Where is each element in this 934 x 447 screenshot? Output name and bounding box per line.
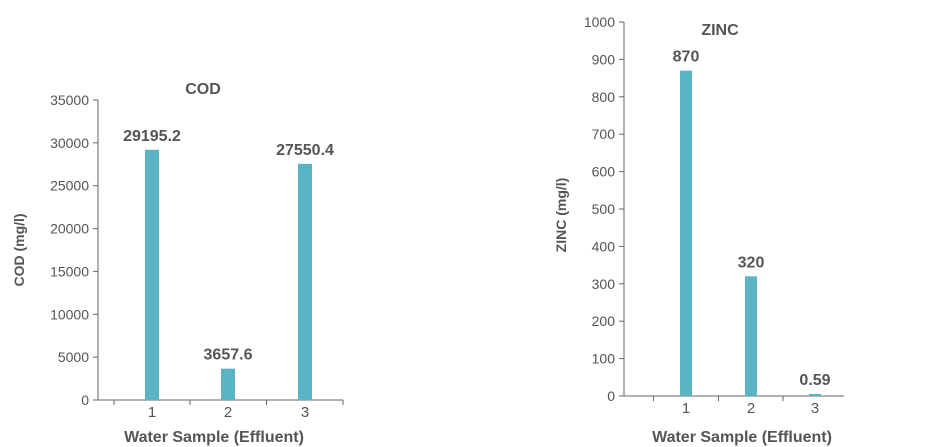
zinc-y-tick-label: 800	[592, 89, 616, 105]
cod-chart: 0 5000 10000 15000 20000 25000 30000 35000 1 2919…	[11, 81, 344, 446]
cod-data-label: 3657.6	[204, 347, 253, 364]
zinc-y-tick-label: 100	[592, 351, 616, 367]
cod-bar-1	[145, 149, 159, 400]
zinc-y-tick-label: 200	[592, 313, 616, 329]
cod-y-tick-label: 0	[81, 392, 89, 408]
zinc-y-tick-label: 700	[592, 126, 616, 142]
zinc-x-tick-label: 2	[747, 400, 755, 417]
zinc-bar-1	[680, 70, 692, 397]
cod-bar-3	[298, 163, 312, 400]
zinc-y-tick-label: 900	[592, 51, 616, 67]
cod-x-tick-label: 2	[224, 404, 232, 421]
cod-bar-2	[221, 368, 235, 400]
zinc-x-axis-label: Water Sample (Effluent)	[652, 429, 832, 446]
cod-y-axis-label: COD (mg/l)	[11, 213, 27, 286]
cod-y-tick-label: 10000	[50, 306, 89, 322]
cod-x-axis-label: Water Sample (Effluent)	[124, 429, 304, 446]
cod-data-label: 29195.2	[123, 128, 181, 145]
zinc-y-tick-label: 500	[592, 201, 616, 217]
zinc-y-tick-label: 600	[592, 164, 616, 180]
zinc-chart: 0 100 200 300 400 500 600 700 800 900 1000 1 870 2 320…	[553, 14, 844, 446]
cod-x-tick-label: 3	[301, 404, 309, 421]
cod-y-tick-label: 20000	[50, 221, 89, 237]
zinc-chart-title: ZINC	[701, 22, 739, 39]
zinc-y-tick-label: 0	[607, 388, 615, 404]
zinc-x-tick-label: 3	[811, 400, 819, 417]
cod-data-label: 27550.4	[276, 142, 334, 159]
zinc-x-tick-label: 1	[682, 400, 690, 417]
cod-y-tick-label: 35000	[50, 92, 89, 108]
zinc-y-tick-label: 300	[592, 276, 616, 292]
cod-x-tick-label: 1	[148, 404, 156, 421]
zinc-y-tick-label: 400	[592, 238, 616, 254]
zinc-bar-2	[745, 276, 757, 396]
cod-y-tick-label: 15000	[50, 263, 89, 279]
zinc-y-tick-label: 1000	[584, 14, 615, 30]
cod-y-tick-label: 25000	[50, 178, 89, 194]
zinc-y-axis-label: ZINC (mg/l)	[553, 178, 569, 253]
cod-y-tick-label: 5000	[58, 349, 89, 365]
cod-y-tick-label: 30000	[50, 135, 89, 151]
cod-chart-title: COD	[185, 81, 221, 98]
zinc-data-label: 320	[738, 254, 765, 271]
zinc-data-label: 0.59	[799, 372, 830, 389]
zinc-data-label: 870	[673, 49, 700, 66]
zinc-bar-3	[809, 394, 821, 396]
